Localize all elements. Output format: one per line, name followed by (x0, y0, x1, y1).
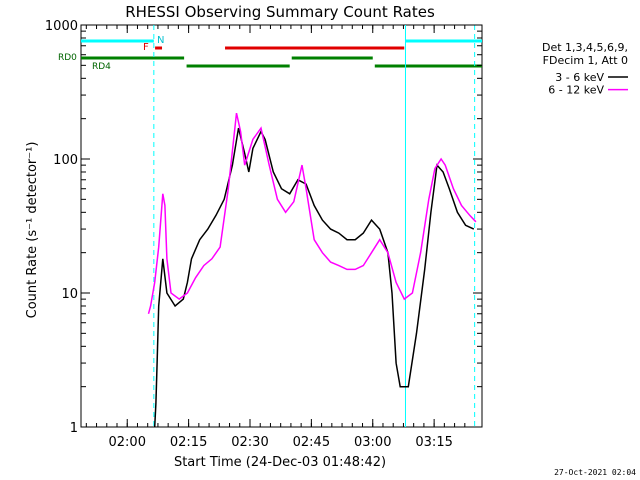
x-axis-ticks: 02:00 02:15 02:30 02:45 03:00 03:15 (85, 25, 466, 450)
series-line-1 (147, 112, 477, 314)
x-tick-label: 03:15 (415, 435, 452, 450)
series-line-0 (153, 127, 475, 428)
legend-header-2: FDecim 1, Att 0 (543, 54, 628, 67)
y-tick-label: 1 (70, 421, 78, 436)
x-axis-label: Start Time (24-Dec-03 01:48:42) (174, 455, 386, 470)
legend-label: 3 - 6 keV (555, 71, 604, 84)
footer-date: 27-Oct-2021 02:04 (554, 468, 636, 477)
x-tick-label: 02:00 (109, 435, 146, 450)
y-tick-label: 10 (61, 287, 78, 302)
flag-label-rd4: RD4 (92, 62, 111, 72)
x-tick-label: 02:45 (293, 435, 330, 450)
legend-label: 6 - 12 keV (548, 84, 604, 97)
series-lines (147, 112, 477, 428)
flag-bars (81, 39, 482, 68)
plot-frame (80, 24, 483, 428)
vertical-markers (153, 25, 476, 427)
chart-title: RHESSI Observing Summary Count Rates (125, 3, 435, 21)
x-tick-label: 02:15 (170, 435, 207, 450)
y-axis-ticks: 1 10 100 1000 (45, 19, 482, 436)
flag-label-f: F (143, 42, 149, 53)
y-axis-label: Count Rate (s⁻¹ detector⁻¹) (25, 142, 40, 319)
y-tick-label: 100 (53, 153, 78, 168)
legend-header-1: Det 1,3,4,5,6,9, (542, 41, 628, 54)
flag-label-n: N (157, 35, 164, 46)
flag-label-rd0: RD0 (58, 53, 77, 63)
x-tick-label: 02:30 (231, 435, 268, 450)
y-tick-label: 1000 (45, 19, 78, 34)
x-tick-label: 03:00 (354, 435, 391, 450)
